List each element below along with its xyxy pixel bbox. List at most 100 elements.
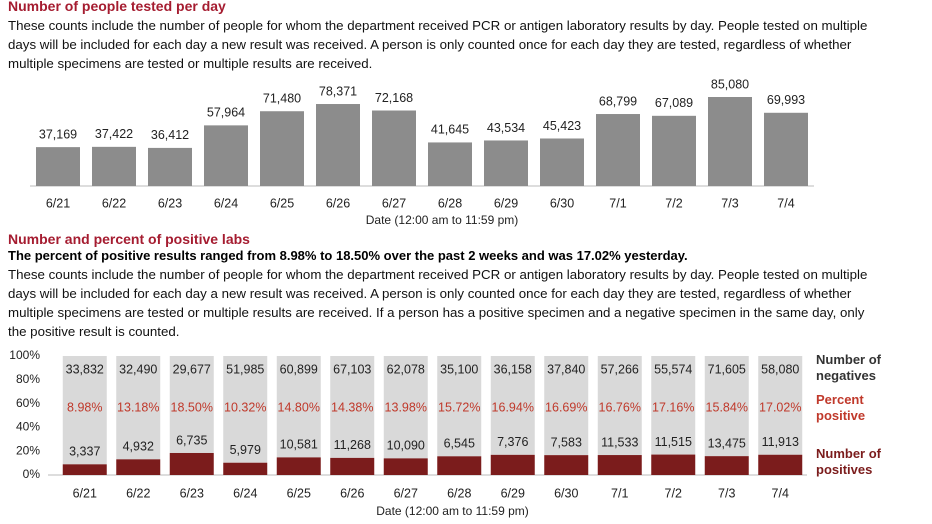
positive-segment bbox=[490, 454, 535, 475]
positive-segment bbox=[704, 456, 749, 475]
positive-segment bbox=[223, 462, 268, 475]
x-tick-label: 6/23 bbox=[180, 486, 204, 500]
positive-segment bbox=[597, 455, 642, 475]
positive-segment bbox=[651, 454, 696, 475]
percent-label: 8.98% bbox=[67, 400, 102, 414]
x-tick-label: 6/27 bbox=[382, 196, 406, 210]
data-label: 58,080 bbox=[761, 362, 799, 376]
data-label: 35,100 bbox=[440, 362, 478, 376]
x-tick-label: 6/25 bbox=[287, 486, 311, 500]
x-axis-label: Date (12:00 am to 11:59 pm) bbox=[366, 213, 519, 227]
data-label: 3,337 bbox=[69, 445, 100, 459]
data-label: 43,534 bbox=[487, 121, 525, 135]
x-tick-label: 6/28 bbox=[447, 486, 471, 500]
data-label: 37,840 bbox=[547, 362, 585, 376]
x-axis-label: Date (12:00 am to 11:59 pm) bbox=[376, 504, 529, 518]
bar bbox=[652, 115, 696, 186]
x-tick-label: 6/29 bbox=[494, 196, 518, 210]
data-label: 11,515 bbox=[655, 435, 692, 449]
bar bbox=[372, 110, 416, 186]
data-label: 60,899 bbox=[280, 362, 318, 376]
x-tick-label: 6/22 bbox=[126, 486, 150, 500]
bar bbox=[148, 147, 192, 186]
data-label: 37,169 bbox=[39, 127, 77, 141]
negative-segment bbox=[544, 356, 589, 456]
x-tick-label: 7/2 bbox=[665, 486, 682, 500]
percent-label: 15.84% bbox=[706, 400, 748, 414]
legend-label: Number of negatives bbox=[816, 352, 881, 383]
data-label: 62,078 bbox=[387, 362, 425, 376]
data-label: 37,422 bbox=[95, 127, 133, 141]
x-tick-label: 6/28 bbox=[438, 196, 462, 210]
x-tick-label: 6/24 bbox=[233, 486, 257, 500]
negative-segment bbox=[651, 356, 696, 455]
x-tick-label: 6/29 bbox=[501, 486, 525, 500]
x-tick-label: 6/26 bbox=[340, 486, 364, 500]
bar bbox=[764, 112, 808, 186]
negative-segment bbox=[223, 356, 268, 463]
negative-segment bbox=[62, 356, 107, 465]
percent-label: 16.94% bbox=[492, 400, 534, 414]
data-label: 7,376 bbox=[497, 435, 528, 449]
x-tick-label: 6/23 bbox=[158, 196, 182, 210]
percent-label: 13.18% bbox=[117, 400, 159, 414]
x-tick-label: 6/27 bbox=[394, 486, 418, 500]
data-label: 36,158 bbox=[494, 362, 532, 376]
data-label: 7,583 bbox=[551, 435, 582, 449]
data-label: 57,266 bbox=[601, 362, 639, 376]
positive-segment bbox=[276, 457, 321, 475]
percent-label: 13.98% bbox=[385, 400, 427, 414]
percent-label: 14.38% bbox=[331, 400, 373, 414]
negative-segment bbox=[758, 356, 803, 455]
data-label: 5,979 bbox=[230, 443, 261, 457]
data-label: 71,605 bbox=[708, 362, 746, 376]
y-tick-label: 0% bbox=[23, 467, 41, 481]
subtitle: The percent of positive results ranged f… bbox=[8, 248, 688, 263]
positive-segment bbox=[544, 455, 589, 475]
data-label: 32,490 bbox=[119, 362, 157, 376]
y-tick-label: 80% bbox=[16, 372, 40, 386]
negative-segment bbox=[704, 356, 749, 457]
data-label: 10,090 bbox=[387, 439, 425, 453]
negative-segment bbox=[116, 356, 161, 460]
percent-label: 14.80% bbox=[278, 400, 320, 414]
negative-segment bbox=[169, 356, 214, 453]
legend-label: Percent positive bbox=[816, 392, 866, 423]
bar bbox=[316, 104, 360, 186]
x-tick-label: 6/21 bbox=[46, 196, 70, 210]
x-tick-label: 6/21 bbox=[73, 486, 97, 500]
bar bbox=[484, 140, 528, 186]
positive-segment bbox=[169, 452, 214, 475]
data-label: 11,268 bbox=[334, 438, 371, 452]
legend-label: Number of positives bbox=[816, 446, 881, 477]
data-label: 11,533 bbox=[601, 435, 638, 449]
x-tick-label: 7/2 bbox=[665, 196, 682, 210]
bar bbox=[596, 114, 640, 186]
data-label: 57,964 bbox=[207, 106, 245, 120]
x-tick-label: 6/30 bbox=[554, 486, 578, 500]
data-label: 41,645 bbox=[431, 123, 469, 137]
percent-label: 16.76% bbox=[599, 400, 641, 414]
x-tick-label: 7/4 bbox=[777, 196, 794, 210]
y-tick-label: 60% bbox=[16, 396, 40, 410]
chart-title: Number and percent of positive labs bbox=[8, 231, 250, 247]
data-label: 33,832 bbox=[66, 362, 104, 376]
negative-segment bbox=[597, 356, 642, 456]
data-label: 85,080 bbox=[711, 77, 749, 91]
negative-segment bbox=[437, 356, 482, 457]
positive-segment bbox=[116, 459, 161, 475]
description: These counts include the number of peopl… bbox=[8, 267, 868, 339]
data-label: 29,677 bbox=[173, 362, 211, 376]
positive-segment bbox=[62, 464, 107, 475]
percent-label: 17.16% bbox=[652, 400, 694, 414]
y-tick-label: 100% bbox=[9, 348, 40, 362]
data-label: 67,089 bbox=[655, 96, 693, 110]
data-label: 36,412 bbox=[151, 128, 189, 142]
data-label: 13,475 bbox=[708, 436, 746, 450]
data-label: 11,913 bbox=[762, 435, 799, 449]
negative-segment bbox=[330, 356, 375, 458]
data-label: 69,993 bbox=[767, 93, 805, 107]
data-label: 6,545 bbox=[444, 437, 475, 451]
data-label: 67,103 bbox=[333, 362, 371, 376]
